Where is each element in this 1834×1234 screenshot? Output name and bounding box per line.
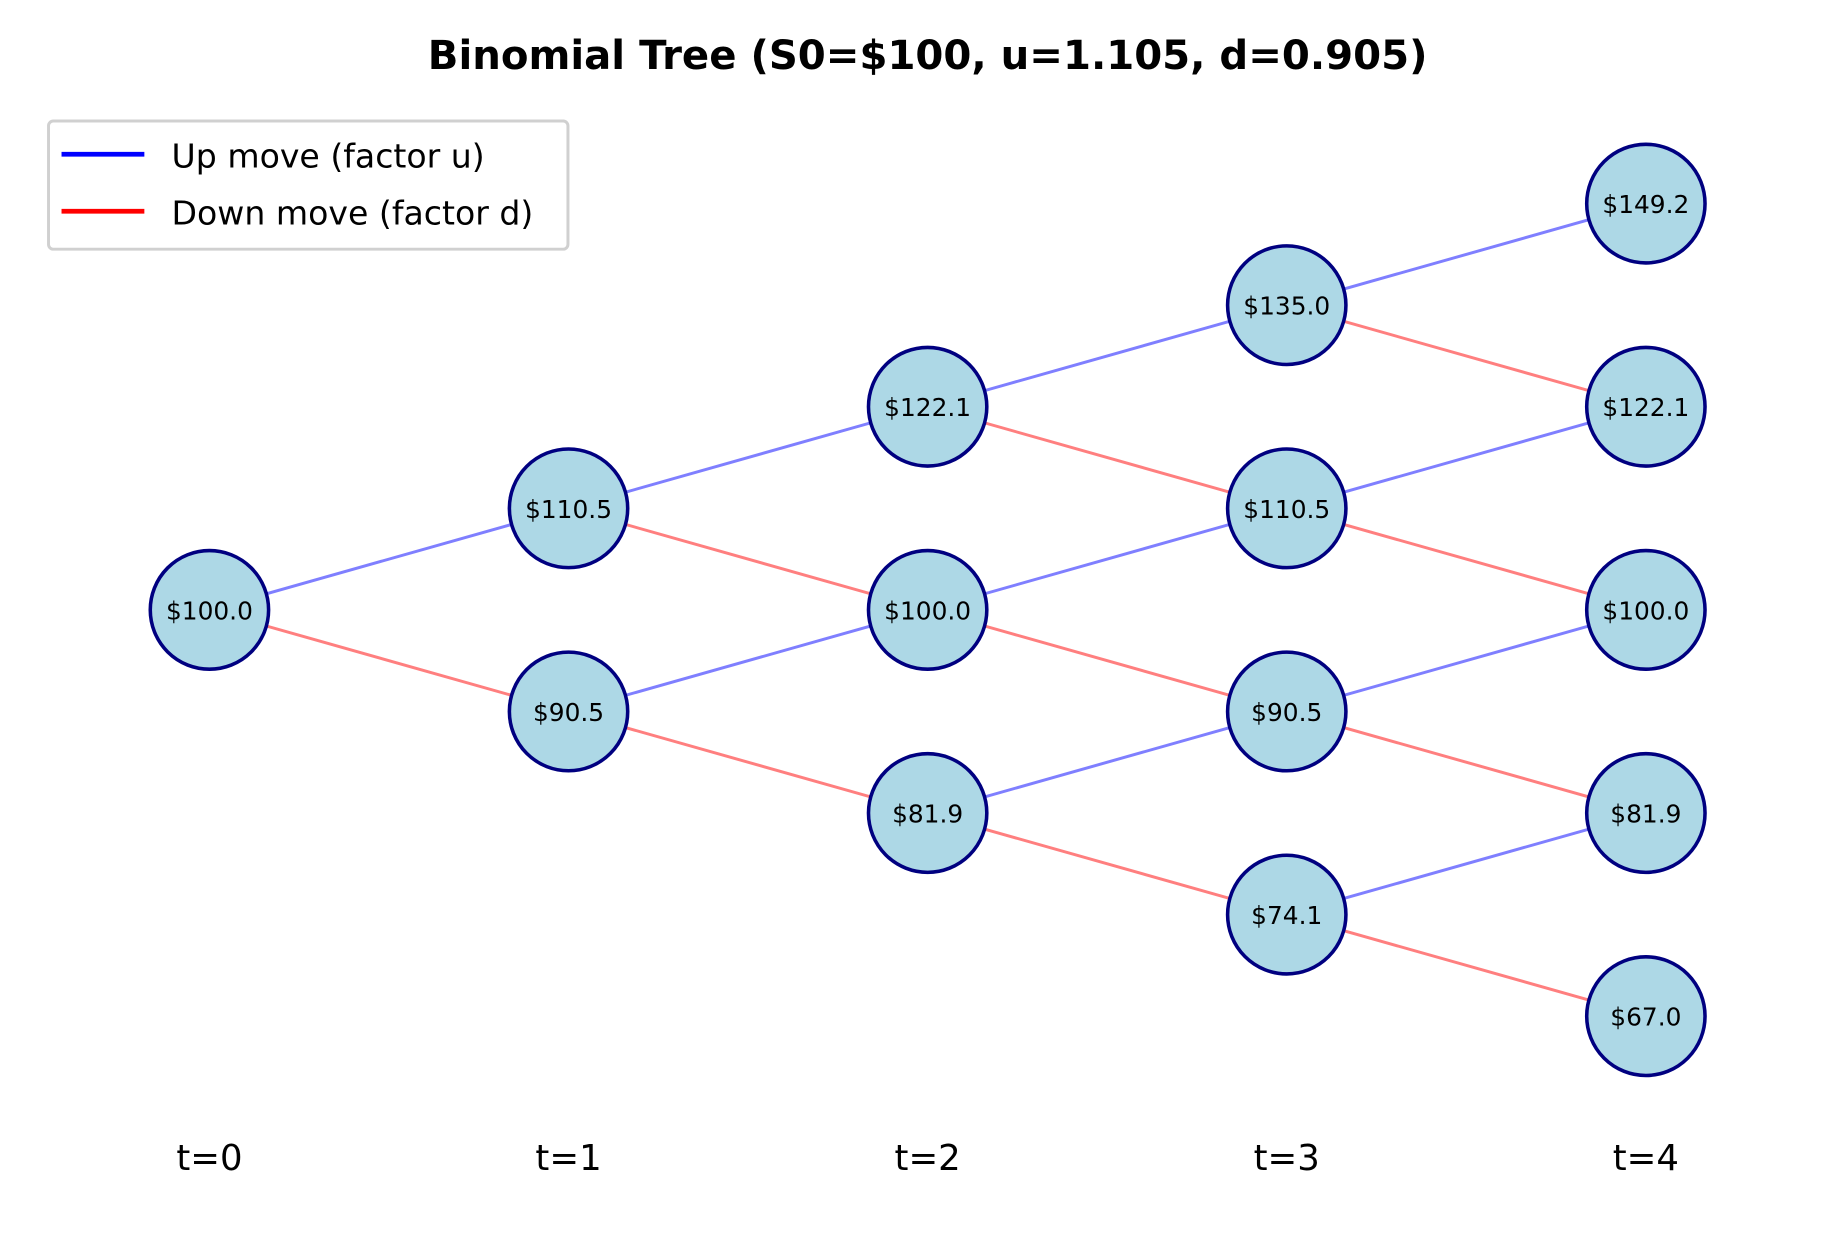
time-label: t=2 [895,1138,961,1179]
time-label: t=1 [535,1138,601,1179]
down-edge [1286,303,1647,409]
legend: Up move (factor u) Down move (factor d) [47,119,570,251]
node-value: $100.0 [166,596,253,625]
tree-node [1225,447,1348,570]
node-value: $67.0 [1610,1003,1681,1032]
tree-node [866,345,989,468]
tree-node [1584,955,1707,1078]
down-edge [927,811,1288,917]
down-edge [209,608,569,713]
nodes: $100.0 $110.5 $90.5 $122.1 $100.0 $81.9 $135.0… [148,142,1707,1078]
time-label: t=4 [1613,1138,1679,1179]
time-label: t=0 [176,1138,242,1179]
tree-node [866,751,989,875]
legend-down-label: Down move (factor d) [172,193,534,232]
edges [209,202,1647,1018]
down-edge [927,608,1288,713]
tree-node [1225,853,1348,976]
tree-node [1225,650,1348,773]
tree-node [1225,244,1348,367]
tree-node [1584,751,1707,875]
up-edge [1286,202,1647,307]
node-value: $110.5 [525,495,612,524]
tree-node [507,447,630,570]
node-value: $100.0 [1602,596,1689,625]
tree-node [866,548,989,671]
node-value: $90.5 [533,698,604,727]
up-edge [1286,405,1647,510]
down-edge [568,506,929,612]
time-labels: t=0 t=1 t=2 t=3 t=4 [176,1138,1679,1179]
node-value: $110.5 [1243,495,1330,524]
tree-node [507,650,630,773]
up-edge [927,710,1288,815]
node-value: $74.1 [1251,901,1322,930]
node-value: $81.9 [892,799,963,828]
chart-title: Binomial Tree (S0=$100, u=1.105, d=0.905… [428,33,1428,79]
up-edge [568,405,929,510]
node-value: $149.2 [1602,190,1689,219]
up-edge [209,506,569,612]
tree-node [1584,345,1707,468]
tree-node [1584,548,1707,671]
up-edge [1286,811,1647,917]
node-value: $122.1 [1602,393,1689,422]
up-edge [927,303,1288,409]
up-edge [1286,608,1647,713]
up-edge [927,506,1288,612]
down-edge [1286,710,1647,815]
legend-up-label: Up move (factor u) [172,136,485,175]
legend-frame [47,119,570,251]
node-value: $122.1 [884,393,971,422]
down-edge [927,405,1288,510]
node-value: $81.9 [1610,799,1681,828]
down-edge [1286,913,1647,1018]
tree-node [1584,142,1707,265]
node-value: $100.0 [884,596,971,625]
up-edge [568,608,929,713]
down-edge [568,710,929,815]
tree-node [148,548,271,671]
node-value: $90.5 [1251,698,1322,727]
down-edge [1286,506,1647,612]
time-label: t=3 [1254,1138,1320,1179]
node-value: $135.0 [1243,292,1330,321]
